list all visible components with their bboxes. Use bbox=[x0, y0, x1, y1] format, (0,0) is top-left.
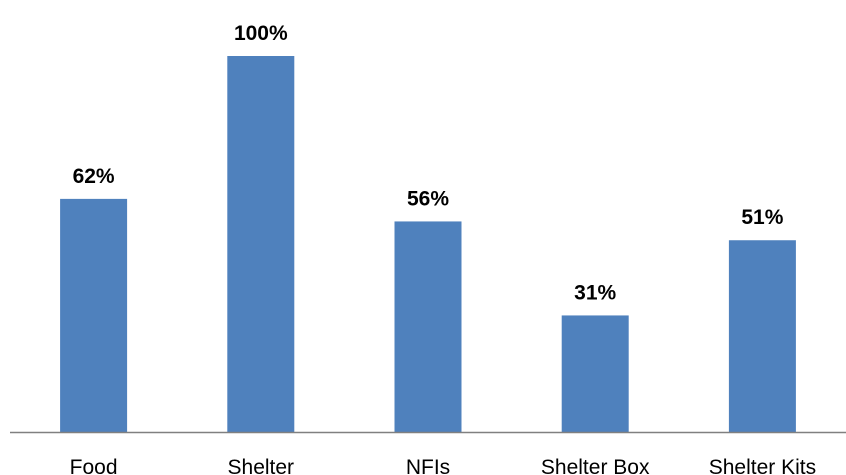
data-label-shelter-kits: 51% bbox=[741, 206, 783, 229]
x-tick-label-shelter: Shelter bbox=[228, 456, 295, 475]
x-tick-label-shelter-box: Shelter Box bbox=[541, 456, 650, 475]
data-label-shelter-box: 31% bbox=[574, 281, 616, 304]
bar-shelter bbox=[227, 56, 295, 432]
data-label-nfis: 56% bbox=[407, 187, 449, 210]
data-label-food: 62% bbox=[73, 165, 115, 188]
x-tick-label-nfis: NFIs bbox=[406, 456, 450, 475]
x-tick-label-food: Food bbox=[70, 456, 118, 475]
data-labels-group: 62% 100% 56% 31% 51% bbox=[73, 22, 784, 304]
data-label-shelter: 100% bbox=[234, 22, 288, 45]
x-tick-labels-group: Food Shelter NFIs Shelter Box Shelter Kits bbox=[70, 456, 816, 475]
bars-group bbox=[60, 56, 796, 432]
bar-shelter-box bbox=[561, 315, 629, 432]
bar-food bbox=[60, 198, 128, 432]
bar-nfis bbox=[394, 221, 462, 432]
x-tick-label-shelter-kits: Shelter Kits bbox=[709, 456, 816, 475]
bar-shelter-kits bbox=[728, 240, 796, 432]
